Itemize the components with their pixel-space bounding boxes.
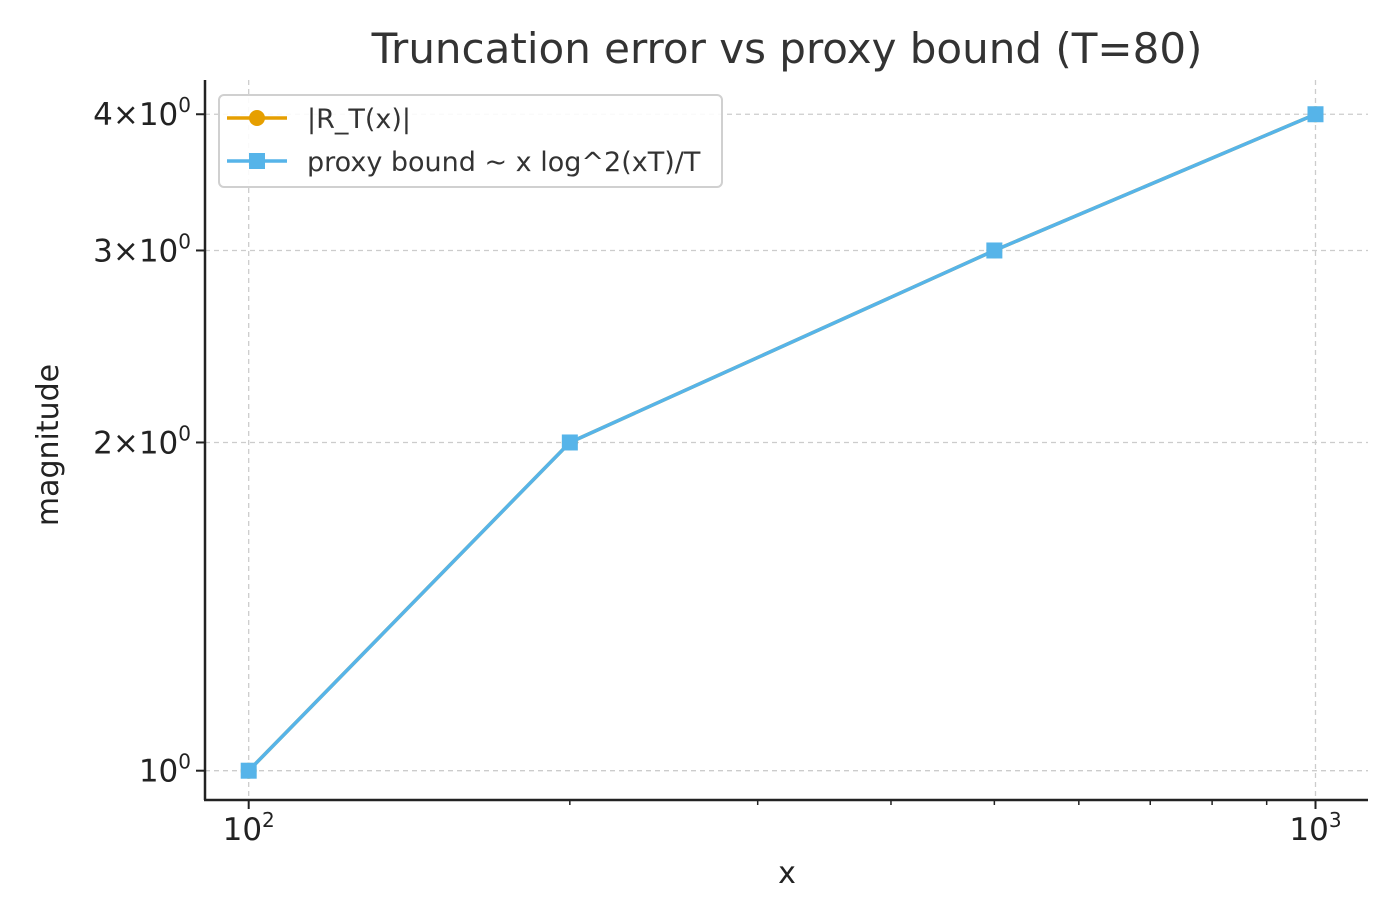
chart-title: Truncation error vs proxy bound (T=80): [371, 24, 1203, 73]
legend-swatch-marker: [249, 110, 265, 126]
y-axis-label: magnitude: [31, 364, 66, 526]
series-layer: [240, 106, 1324, 779]
data-point: [561, 434, 578, 451]
ticks-layer: 102 103 100 2×100 3×100 4×100: [93, 93, 1341, 848]
data-point: [1307, 106, 1324, 123]
legend-label: proxy bound ~ x log^2(xT)/T: [307, 147, 701, 178]
x-tick-label: 102: [223, 808, 275, 848]
legend-item-2: proxy bound ~ x log^2(xT)/T: [227, 147, 701, 178]
legend-item-1: |R_T(x)|: [227, 104, 411, 135]
x-axis-label: x: [778, 856, 796, 891]
legend-box: [218, 94, 723, 188]
legend-label: |R_T(x)|: [307, 104, 411, 135]
y-tick-label: 4×100: [93, 93, 191, 133]
axes-layer: [203, 80, 1368, 802]
series-line: [247, 112, 1317, 772]
y-tick-label: 100: [139, 750, 191, 790]
data-point: [986, 242, 1003, 259]
legend-swatch-marker: [249, 153, 265, 169]
series-2: [240, 106, 1324, 779]
data-point: [240, 762, 257, 779]
x-tick-label: 103: [1289, 808, 1341, 848]
legend: |R_T(x)|proxy bound ~ x log^2(xT)/T: [218, 94, 723, 188]
y-tick-label: 3×100: [93, 229, 191, 269]
y-tick-label: 2×100: [93, 421, 191, 461]
